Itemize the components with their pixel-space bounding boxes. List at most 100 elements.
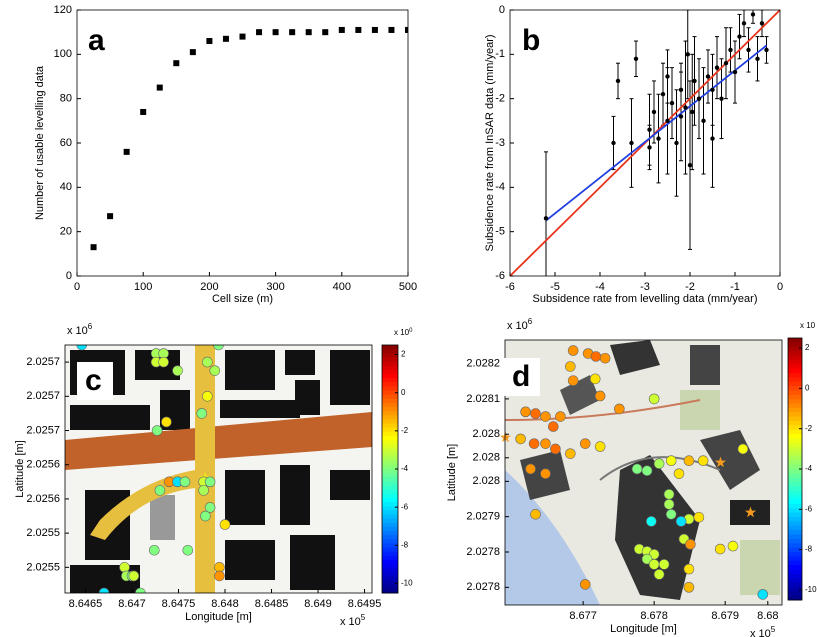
colorbar-tick-label: -10: [805, 585, 817, 594]
colorbar-fill: [788, 404, 802, 409]
colorbar-fill: [382, 444, 398, 449]
colorbar-fill: [788, 473, 802, 478]
colorbar-fill: [382, 428, 398, 433]
colorbar-fill: [788, 382, 802, 387]
colorbar-fill: [382, 556, 398, 561]
panel-letter: d: [512, 360, 530, 393]
colorbar-tick-label: -2: [805, 424, 813, 433]
measurement-point: [152, 426, 162, 436]
measurement-point: [698, 456, 708, 466]
colorbar-fill: [382, 357, 398, 362]
y-tick-label: 2.0257: [26, 356, 60, 368]
colorbar-fill: [788, 587, 802, 592]
colorbar-fill: [788, 373, 802, 378]
colorbar-fill: [788, 561, 802, 566]
multiplier-base: x 10: [67, 325, 88, 337]
measurement-point: [580, 579, 590, 589]
panel-letter: c: [85, 364, 102, 397]
point: [706, 74, 710, 78]
colorbar-fill: [382, 510, 398, 515]
colorbar-fill: [788, 543, 802, 548]
x-axis-label: Longitude [m]: [185, 611, 252, 623]
measurement-point: [600, 353, 610, 363]
colorbar-fill: [382, 572, 398, 577]
x-axis-label: Longitude [m]: [610, 623, 677, 635]
colorbar-fill: [788, 569, 802, 574]
colorbar-fill: [382, 527, 398, 532]
point: [679, 88, 683, 92]
measurement-point: [654, 569, 664, 579]
marker: [240, 34, 246, 40]
point: [629, 141, 633, 145]
measurement-point: [155, 485, 165, 495]
x-tick-label: 200: [200, 281, 218, 293]
x-tick-label: 500: [399, 281, 417, 293]
measurement-point: [529, 439, 539, 449]
y-tick-label: -1: [495, 48, 505, 60]
y-tick-label: 2.0257: [26, 390, 60, 402]
colorbar-tick-label: -6: [805, 504, 813, 513]
y-tick-label: -2: [495, 93, 505, 105]
colorbar-fill: [788, 430, 802, 435]
colorbar-tick-label: 2: [401, 350, 406, 359]
colorbar-fill: [788, 530, 802, 535]
x-tick-label: -2: [685, 281, 695, 293]
measurement-point: [531, 509, 541, 519]
point: [656, 136, 660, 140]
y-axis-label: Number of usable levelling data: [34, 65, 46, 220]
measurement-point: [197, 408, 207, 418]
colorbar-fill: [382, 494, 398, 499]
point: [697, 96, 701, 100]
y-tick-label: 2.0279: [466, 511, 500, 523]
colorbar-fill: [382, 519, 398, 524]
x-tick-label: 8.678: [640, 610, 668, 622]
measurement-point: [614, 404, 624, 414]
y-tick-label: -4: [495, 181, 505, 193]
y-tick-label: 0: [499, 4, 505, 16]
colorbar-fill: [382, 481, 398, 486]
colorbar-fill: [788, 364, 802, 369]
colorbar-fill: [382, 568, 398, 573]
colorbar-fill: [788, 552, 802, 557]
measurement-point: [728, 541, 738, 551]
measurement-point: [555, 412, 565, 422]
marker: [256, 29, 262, 35]
measurement-point: [550, 444, 560, 454]
colorbar-fill: [788, 355, 802, 360]
measurement-point: [210, 366, 220, 376]
colorbar-fill: [382, 576, 398, 581]
marker: [306, 29, 312, 35]
x-tick-label: 8.648: [211, 598, 239, 610]
marker: [372, 27, 378, 33]
multiplier-base: x 10: [340, 616, 361, 628]
marker: [355, 27, 361, 33]
marker: [107, 213, 113, 219]
colorbar-fill: [788, 342, 802, 347]
measurement-point: [646, 516, 656, 526]
point: [647, 145, 651, 149]
measurement-point: [659, 559, 669, 569]
multiplier-exponent: 5: [771, 625, 776, 634]
point: [611, 141, 615, 145]
colorbar-fill: [788, 504, 802, 509]
colorbar-fill: [382, 436, 398, 441]
measurement-point: [180, 477, 190, 487]
point: [690, 110, 694, 114]
y-axis-label: Latitude [m]: [446, 444, 458, 501]
colorbar-tick-label: 0: [805, 383, 810, 392]
measurement-point: [120, 562, 130, 572]
point: [737, 34, 741, 38]
colorbar-fill: [382, 535, 398, 540]
y-tick-label: 2.0257: [26, 424, 60, 436]
colorbar-fill: [382, 386, 398, 391]
y-tick-label: 2.028: [472, 428, 500, 440]
colorbar-fill: [788, 478, 802, 483]
colorbar-fill: [788, 369, 802, 374]
measurement-point: [540, 469, 550, 479]
measurement-point: [715, 544, 725, 554]
colorbar-fill: [788, 539, 802, 544]
multiplier-exponent: 0: [409, 328, 413, 334]
colorbar-fill: [788, 412, 802, 417]
multiplier-base: x 10: [394, 328, 410, 337]
measurement-point: [202, 391, 212, 401]
